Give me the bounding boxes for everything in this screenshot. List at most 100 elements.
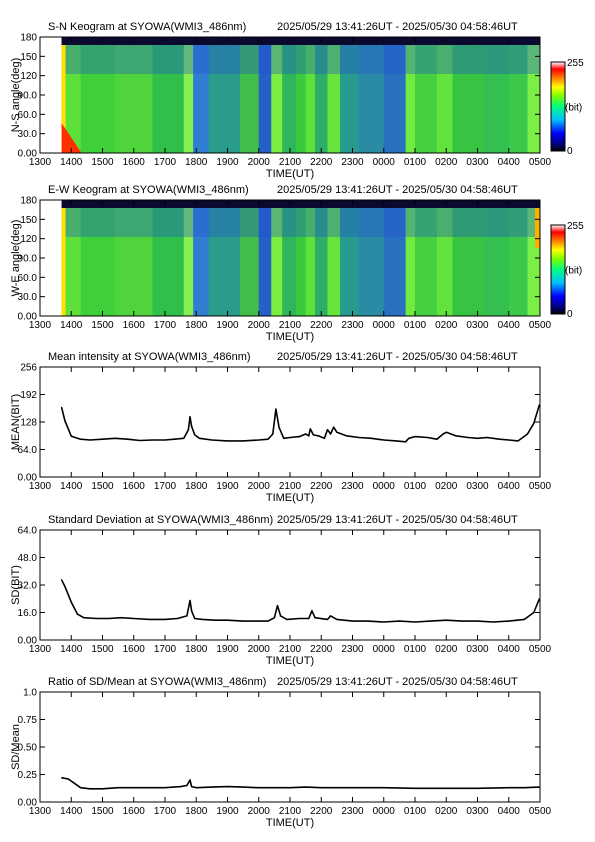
- sn-keogram-image-upper-tint: [61, 45, 540, 74]
- sn-keogram-ytick-label: 0.00: [18, 149, 38, 160]
- sd-mean-ratio-plot-frame: [39, 691, 541, 803]
- sd-mean-ratio-data-point: [305, 786, 307, 788]
- standard-deviation-xtick-label: 0000: [373, 644, 396, 655]
- mean-intensity-data-point: [467, 436, 469, 439]
- mean-intensity-data-point: [198, 437, 200, 439]
- sd-mean-ratio-data-point: [445, 787, 447, 789]
- mean-intensity-xlabel: TIME(UT): [266, 492, 314, 504]
- mean-intensity-data-point: [298, 436, 300, 438]
- mean-intensity-data-point: [517, 440, 519, 442]
- ew-keogram-panel: E-W Keogram at SYOWA(WMI3_486nm) 2025/05/…: [10, 184, 584, 343]
- mean-intensity-data-point: [80, 438, 82, 440]
- sd-mean-ratio-ytick-label: 0.50: [18, 743, 38, 754]
- sn-keogram-image-band: [327, 45, 341, 153]
- ew-keogram-image-right-edge: [535, 208, 540, 248]
- sn-keogram-image-band: [305, 45, 316, 153]
- mean-intensity-data-point: [64, 420, 66, 422]
- sn-keogram-xtick-label: 1500: [91, 157, 114, 168]
- standard-deviation-panel: Standard Deviation at SYOWA(WMI3_486nm) 2…: [10, 514, 552, 667]
- sd-mean-ratio-data-point: [320, 787, 322, 789]
- sn-keogram-image-top-strip: [61, 37, 540, 45]
- ew-keogram-image-band: [305, 208, 316, 316]
- standard-deviation-xtick-label: 2000: [248, 644, 271, 655]
- sd-mean-ratio-title: Ratio of SD/Mean at SYOWA(WMI3_486nm): [48, 676, 266, 688]
- sn-keogram-xtick-label: 1800: [185, 157, 208, 168]
- mean-intensity-data-point: [330, 433, 332, 435]
- mean-intensity-data-point: [445, 431, 447, 433]
- standard-deviation-data-point: [298, 617, 300, 620]
- sn-keogram-image-band: [80, 45, 116, 153]
- mean-intensity-xtick-label: 1300: [29, 481, 52, 492]
- sn-keogram-ytick-label: 180: [20, 33, 37, 44]
- mean-intensity-data-point: [405, 441, 407, 443]
- sd-mean-ratio-ytick-label: 1.0: [23, 688, 37, 699]
- sn-keogram-image-band: [183, 45, 194, 153]
- sn-keogram-image-band: [258, 45, 272, 153]
- ew-keogram-xtick-label: 1900: [216, 320, 239, 331]
- mean-intensity-data-point: [326, 429, 329, 431]
- mean-intensity-data-point: [183, 437, 185, 439]
- mean-intensity-data-point: [345, 435, 347, 437]
- mean-intensity-ytick-label: 256: [20, 363, 37, 374]
- standard-deviation-xtick-label: 1300: [29, 644, 52, 655]
- sd-mean-ratio-xtick-label: 2100: [279, 806, 302, 817]
- ew-keogram-image-band: [80, 208, 116, 316]
- ew-keogram-plot-frame: [39, 199, 541, 317]
- ew-keogram-colorbar-min: 0: [567, 309, 573, 320]
- mean-intensity-data-point: [308, 435, 310, 437]
- sd-mean-ratio-data-point: [61, 777, 63, 779]
- sn-keogram-xtick-label: 0500: [529, 157, 552, 168]
- sd-mean-ratio-time-range: 2025/05/29 13:41:26UT - 2025/05/30 04:58…: [277, 676, 518, 688]
- mean-intensity-data-point: [126, 438, 129, 440]
- sd-mean-ratio-data-point: [189, 779, 191, 781]
- sn-keogram-image-band: [208, 45, 241, 153]
- mean-intensity-data-point: [508, 439, 510, 441]
- mean-intensity-xtick-label: 0300: [466, 481, 489, 492]
- standard-deviation-data-point: [492, 621, 494, 623]
- sn-keogram-xtick-label: 0200: [435, 157, 458, 168]
- sn-keogram-xtick-label: 1400: [60, 157, 83, 168]
- standard-deviation-xtick-label: 0300: [466, 644, 489, 655]
- mean-intensity-xtick-label: 0100: [404, 481, 427, 492]
- ew-keogram-image-band: [115, 208, 153, 316]
- mean-intensity-ytick-label: 128: [20, 418, 37, 429]
- sn-keogram-image-band: [436, 45, 453, 153]
- mean-intensity-data-point: [336, 431, 338, 433]
- mean-intensity-xtick-label: 1900: [216, 481, 239, 492]
- sd-mean-ratio-series-line: [61, 777, 540, 790]
- sn-keogram-image-band: [315, 45, 328, 153]
- standard-deviation-xlabel: TIME(UT): [266, 655, 314, 667]
- mean-intensity-ytick-label: 0.00: [18, 473, 38, 484]
- ew-keogram-xtick-label: 0200: [435, 320, 458, 331]
- sd-mean-ratio-data-point: [89, 788, 91, 790]
- standard-deviation-data-point: [273, 617, 275, 619]
- mean-intensity-data-point: [164, 439, 166, 441]
- sn-keogram-image-band: [240, 45, 260, 153]
- ew-keogram-xtick-label: 0300: [466, 320, 489, 331]
- sn-keogram-xtick-label: 1600: [123, 157, 146, 168]
- standard-deviation-data-point: [383, 621, 385, 623]
- mean-intensity-data-point: [498, 438, 500, 440]
- sd-mean-ratio-data-point: [289, 787, 291, 789]
- standard-deviation-xtick-label: 0200: [435, 644, 458, 655]
- sd-mean-ratio-data-point: [351, 787, 354, 789]
- sn-keogram-image-band: [61, 45, 82, 153]
- mean-intensity-data-point: [333, 426, 335, 428]
- sn-keogram-image-band: [340, 45, 360, 153]
- standard-deviation-data-point: [461, 620, 463, 622]
- ew-keogram-colorbar-max: 255: [567, 221, 584, 232]
- sd-mean-ratio-xtick-label: 0100: [404, 806, 427, 817]
- ew-keogram-image-upper-tint: [61, 208, 540, 237]
- mean-intensity-data-point: [275, 408, 277, 410]
- ew-keogram-image-band: [405, 208, 416, 316]
- mean-intensity-data-point: [436, 438, 438, 440]
- mean-intensity-xtick-label: 2300: [341, 481, 364, 492]
- mean-intensity-data-point: [278, 427, 280, 429]
- mean-intensity-panel: Mean intensity at SYOWA(WMI3_486nm) 2025/…: [10, 351, 552, 504]
- mean-intensity-data-point: [89, 439, 91, 441]
- mean-intensity-data-point: [258, 439, 260, 441]
- ew-keogram-image-band: [483, 208, 510, 316]
- standard-deviation-data-point: [226, 619, 229, 621]
- standard-deviation-data-point: [367, 620, 369, 622]
- sd-mean-ratio-data-point: [211, 786, 213, 788]
